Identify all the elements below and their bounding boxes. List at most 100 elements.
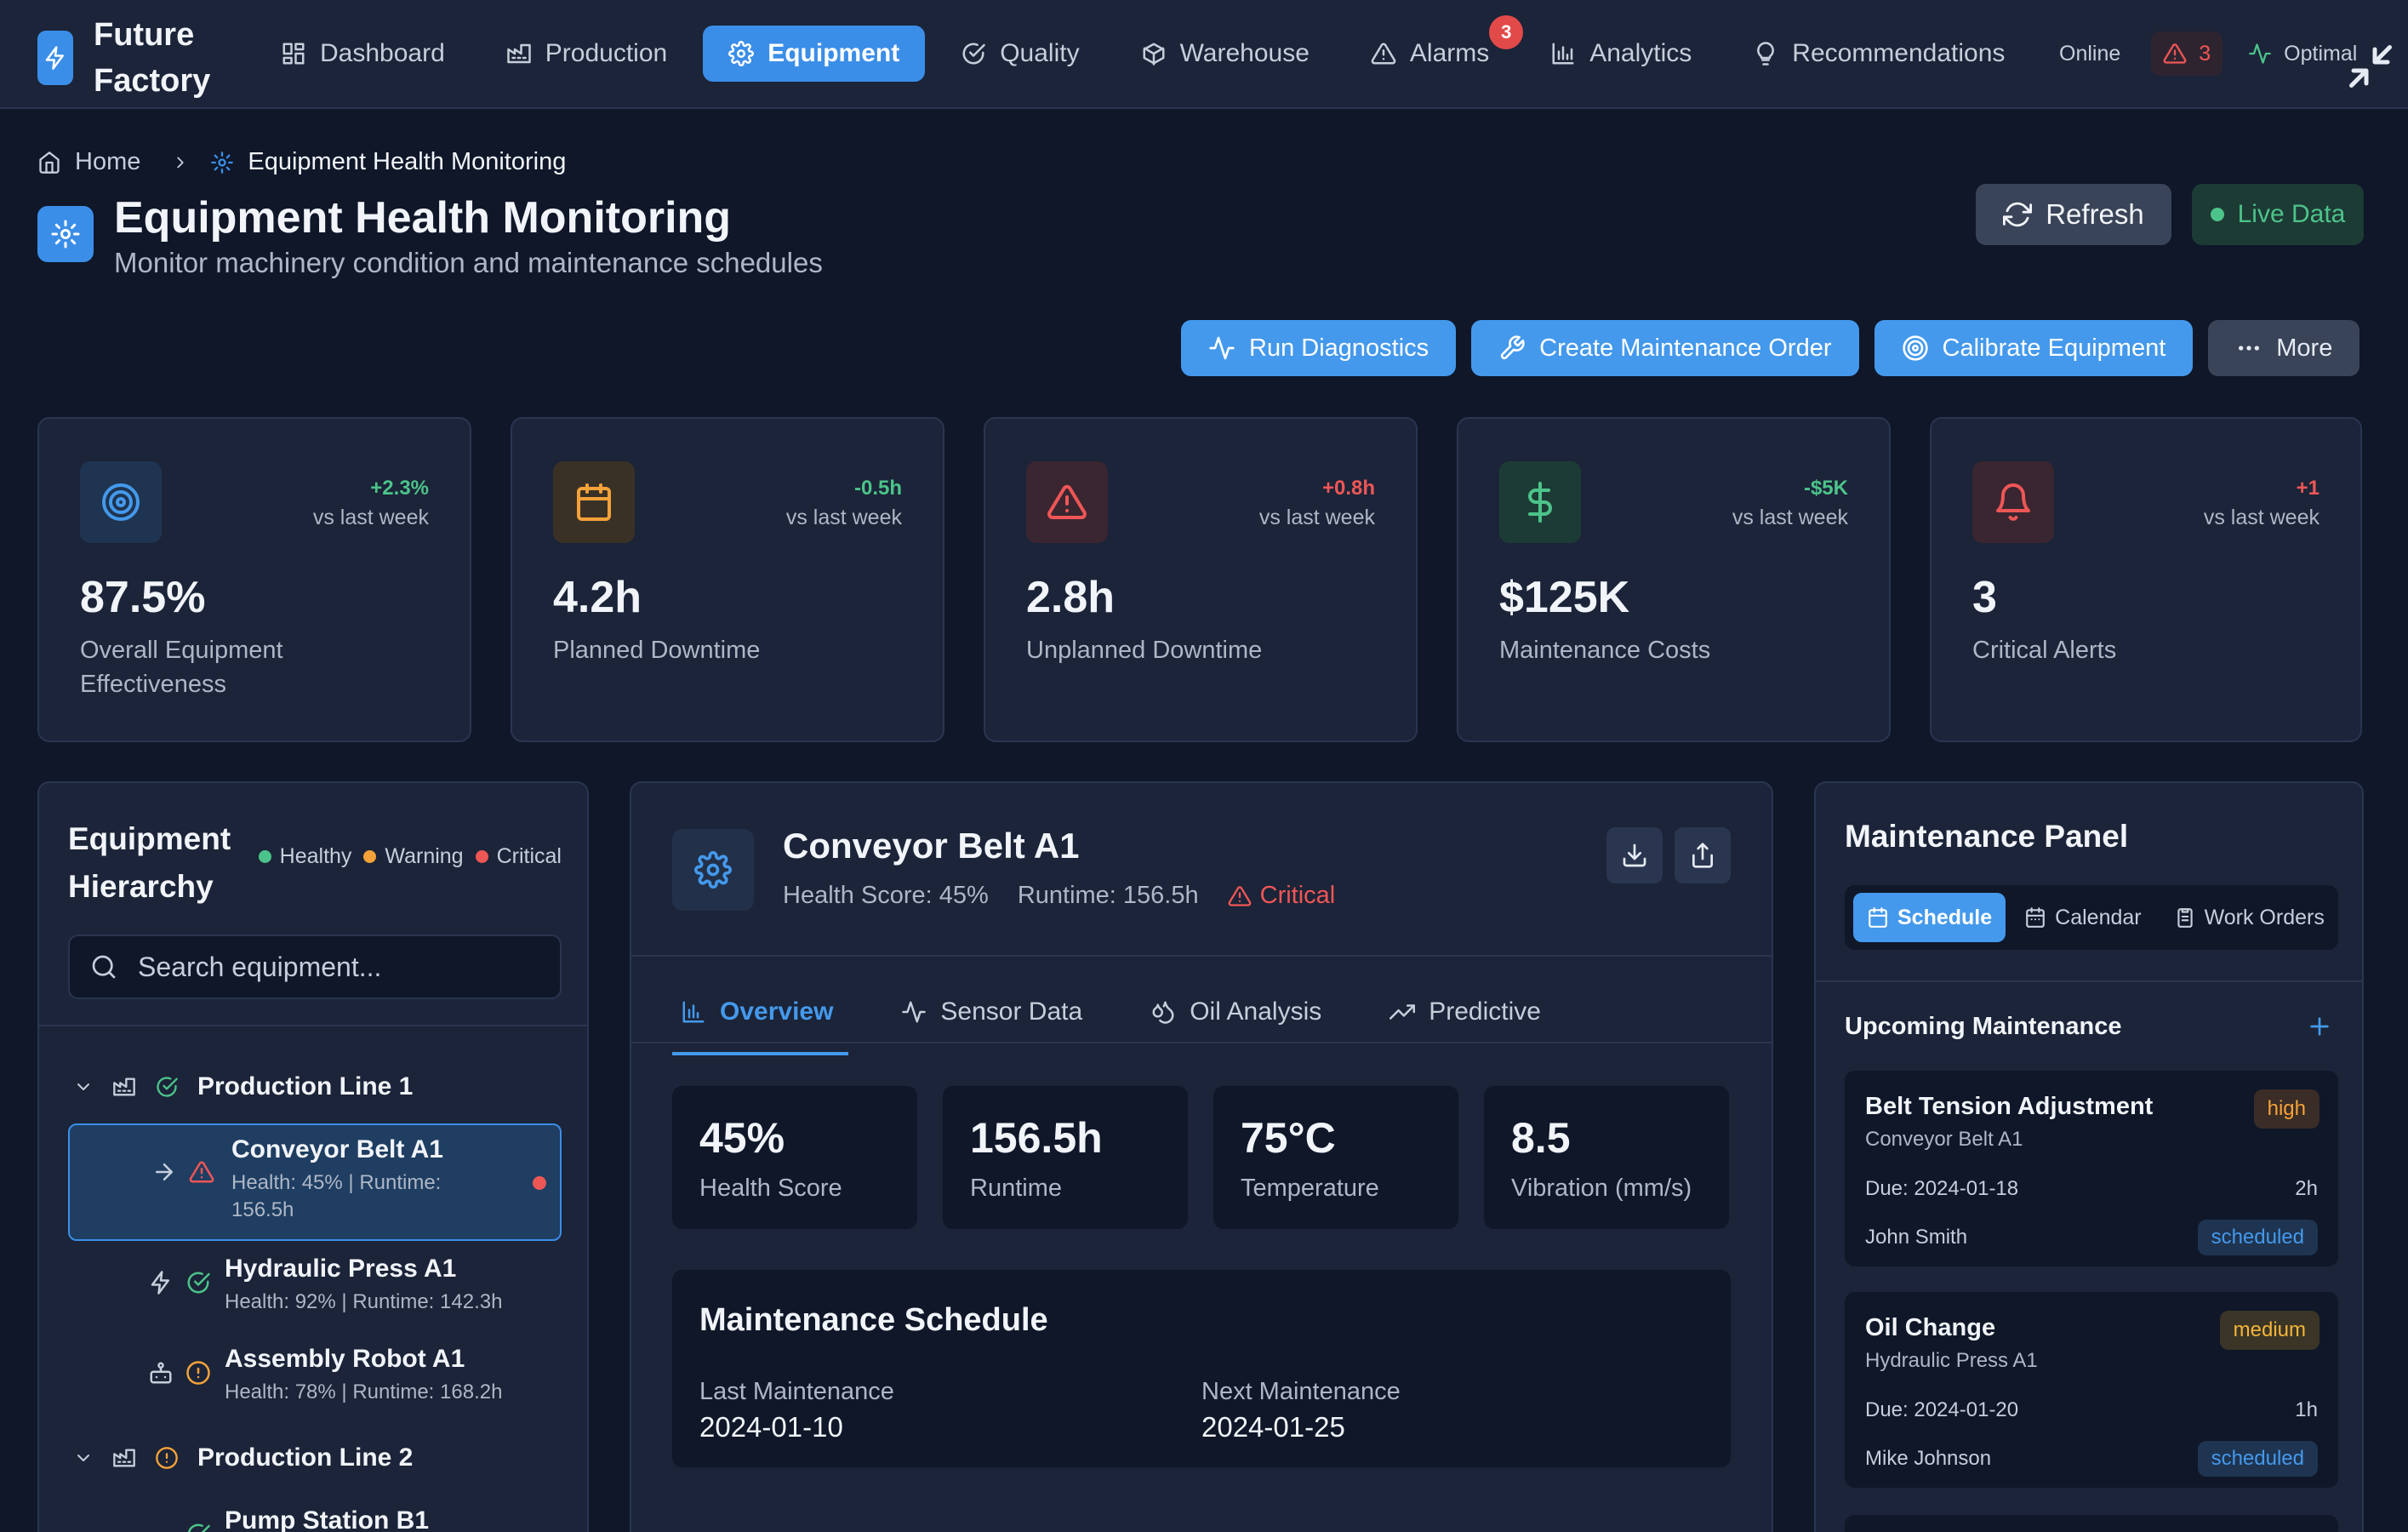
- nav-production[interactable]: Production: [481, 26, 693, 82]
- tab-label: Calendar: [2055, 905, 2142, 929]
- status-badge: scheduled: [2197, 1441, 2318, 1477]
- last-maintenance-label: Last Maintenance: [699, 1378, 894, 1405]
- kpi-row: +2.3% vs last week 87.5% Overall Equipme…: [37, 417, 2362, 742]
- lightbulb-icon: [1757, 42, 1775, 66]
- stat-value: 45%: [699, 1114, 785, 1162]
- activity-icon: [1209, 336, 1235, 360]
- breadcrumb-home[interactable]: Home: [75, 148, 141, 175]
- chevron-down-icon[interactable]: [73, 1077, 94, 1097]
- tree-item-conveyor-belt-a1[interactable]: Conveyor Belt A1 Health: 45% | Runtime: 1…: [68, 1123, 562, 1241]
- kpi-delta: -0.5h vs last week: [786, 477, 902, 530]
- tree-item-text: Pump Station B1: [225, 1506, 429, 1532]
- maintenance-title: Maintenance Panel: [1845, 819, 2129, 854]
- brand[interactable]: Future Factory: [37, 12, 264, 104]
- tab-calendar[interactable]: Calendar: [2011, 893, 2154, 942]
- search-input[interactable]: [138, 951, 546, 983]
- nav-label: Alarms: [1409, 39, 1490, 67]
- next-maintenance: Next Maintenance 2024-01-25: [1201, 1378, 1703, 1443]
- detail-toolbar: [1595, 827, 1731, 883]
- tree-production-line-2[interactable]: Production Line 2: [73, 1443, 413, 1472]
- top-navbar: Future Factory Dashboard Production Equi…: [0, 0, 2408, 109]
- tree-item-text: Hydraulic Press A1 Health: 92% | Runtime…: [225, 1255, 502, 1316]
- tree-item-assembly-robot-a1[interactable]: Assembly Robot A1 Health: 78% | Runtime:…: [68, 1345, 562, 1421]
- stats-row: 45% Health Score 156.5h Runtime 75°C Tem…: [672, 1086, 1729, 1229]
- page-title: Equipment Health Monitoring: [114, 193, 732, 243]
- nav-warehouse[interactable]: Warehouse: [1116, 26, 1335, 82]
- tree-item-hydraulic-press-a1[interactable]: Hydraulic Press A1 Health: 92% | Runtime…: [68, 1255, 562, 1331]
- pump-icon: [148, 1522, 174, 1532]
- tree-item-pump-station-b1[interactable]: Pump Station B1: [68, 1506, 562, 1532]
- create-maintenance-order-button[interactable]: Create Maintenance Order: [1471, 320, 1859, 376]
- task-assignee: John Smith: [1865, 1226, 1968, 1249]
- divider: [631, 955, 1772, 957]
- maintenance-task-card[interactable]: Belt Tension Adjustment Conveyor Belt A1…: [1845, 1071, 2338, 1266]
- droplets-icon: [1152, 1001, 1174, 1024]
- calibrate-equipment-button[interactable]: Calibrate Equipment: [1874, 320, 2194, 376]
- run-diagnostics-button[interactable]: Run Diagnostics: [1181, 320, 1457, 376]
- nav-alarms[interactable]: Alarms 3: [1345, 15, 1524, 82]
- share-button[interactable]: [1675, 827, 1731, 883]
- trending-up-icon: [1389, 1004, 1416, 1020]
- nav-equipment[interactable]: Equipment: [703, 26, 926, 82]
- breadcrumb: Home Equipment Health Monitoring: [37, 148, 566, 176]
- nav-recommendations[interactable]: Recommendations: [1727, 26, 2030, 82]
- warning-icon: [2163, 43, 2187, 64]
- runtime-text: Runtime: 156.5h: [1017, 882, 1199, 909]
- stat-value: 8.5: [1511, 1114, 1571, 1162]
- system-status: Online 3 Optimal: [2059, 26, 2357, 82]
- alert-circle-icon: [156, 1447, 178, 1469]
- chevron-down-icon[interactable]: [73, 1448, 94, 1468]
- tab-work-orders[interactable]: Work Orders: [2160, 893, 2338, 942]
- gear-icon: [37, 206, 94, 262]
- detail-tabs: Overview Sensor Data Oil Analysis Predic…: [671, 980, 1602, 1055]
- kpi-delta-value: -$5K: [1803, 477, 1848, 500]
- task-due-row: Due: 2024-01-20 1h: [1865, 1398, 2318, 1422]
- legend-healthy: Healthy: [258, 844, 351, 869]
- tree-item-text: Conveyor Belt A1 Health: 45% | Runtime: 1…: [231, 1135, 443, 1224]
- nav-analytics[interactable]: Analytics: [1525, 26, 1717, 82]
- download-button[interactable]: [1606, 827, 1663, 883]
- refresh-button[interactable]: Refresh: [1976, 184, 2171, 245]
- maintenance-task-card[interactable]: Oil Change Hydraulic Press A1 medium Due…: [1845, 1292, 2338, 1488]
- tab-overview[interactable]: Overview: [671, 980, 849, 1055]
- kpi-card-critical-alerts[interactable]: +1 vs last week 3 Critical Alerts: [1930, 417, 2362, 742]
- plus-icon[interactable]: [2306, 1013, 2333, 1040]
- maintenance-task-card[interactable]: [1845, 1515, 2338, 1532]
- factory-icon: [113, 1449, 135, 1467]
- tree-production-line-1[interactable]: Production Line 1: [73, 1072, 413, 1101]
- divider: [1816, 980, 2362, 982]
- tab-oil-analysis[interactable]: Oil Analysis: [1144, 980, 1328, 1043]
- maintenance-panel: Maintenance Panel Schedule Calendar Work…: [1814, 781, 2364, 1532]
- factory-icon: [507, 43, 531, 64]
- kpi-label: Unplanned Downtime: [1026, 637, 1263, 664]
- kpi-card-maintenance-costs[interactable]: -$5K vs last week $125K Maintenance Cost…: [1457, 417, 1891, 742]
- dollar-icon: [1499, 461, 1581, 543]
- alarm-status-pill[interactable]: 3: [2151, 31, 2223, 76]
- kpi-card-oee[interactable]: +2.3% vs last week 87.5% Overall Equipme…: [37, 417, 471, 742]
- kpi-label: Critical Alerts: [1972, 637, 2117, 664]
- tree-line-label: Production Line 2: [197, 1443, 414, 1472]
- home-icon[interactable]: [37, 151, 61, 174]
- calendar-icon: [2026, 907, 2045, 928]
- kpi-card-planned-downtime[interactable]: -0.5h vs last week 4.2h Planned Downtime: [511, 417, 944, 742]
- nav-label: Equipment: [767, 39, 900, 67]
- kpi-card-unplanned-downtime[interactable]: +0.8h vs last week 2.8h Unplanned Downti…: [984, 417, 1418, 742]
- kpi-delta-period: vs last week: [1258, 506, 1375, 529]
- nav-label: Recommendations: [1792, 39, 2006, 67]
- live-data-indicator: Live Data: [2192, 184, 2364, 245]
- stat-runtime: 156.5h Runtime: [943, 1086, 1188, 1229]
- tab-sensor-data[interactable]: Sensor Data: [894, 980, 1089, 1043]
- gear-icon: [672, 829, 754, 911]
- calibrate-label: Calibrate Equipment: [1942, 334, 2166, 362]
- status-badge: Critical: [1228, 882, 1335, 910]
- minimize-icon[interactable]: [2345, 41, 2396, 92]
- more-button[interactable]: More: [2208, 320, 2360, 376]
- task-duration: 2h: [2295, 1177, 2318, 1200]
- equipment-meta: Health: 45% | Runtime: 156.5h: [231, 1171, 442, 1221]
- nav-label: Warehouse: [1179, 39, 1310, 67]
- tab-predictive[interactable]: Predictive: [1383, 980, 1548, 1043]
- nav-dashboard[interactable]: Dashboard: [255, 26, 471, 82]
- activity-icon: [2249, 43, 2272, 64]
- tab-schedule[interactable]: Schedule: [1853, 893, 2006, 942]
- nav-quality[interactable]: Quality: [935, 26, 1104, 82]
